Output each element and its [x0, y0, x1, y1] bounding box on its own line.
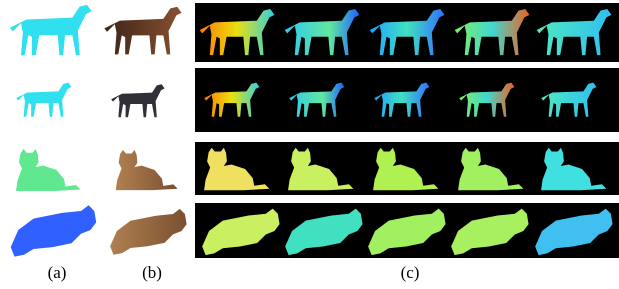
panel-label: (a) [48, 263, 67, 282]
photo-column [104, 7, 186, 255]
segmentation-column [10, 5, 96, 257]
panel-label: (c) [401, 263, 420, 282]
figure: (a) (b) (c) [0, 0, 619, 289]
panel-label: (b) [142, 263, 162, 282]
result-strips [195, 3, 619, 258]
